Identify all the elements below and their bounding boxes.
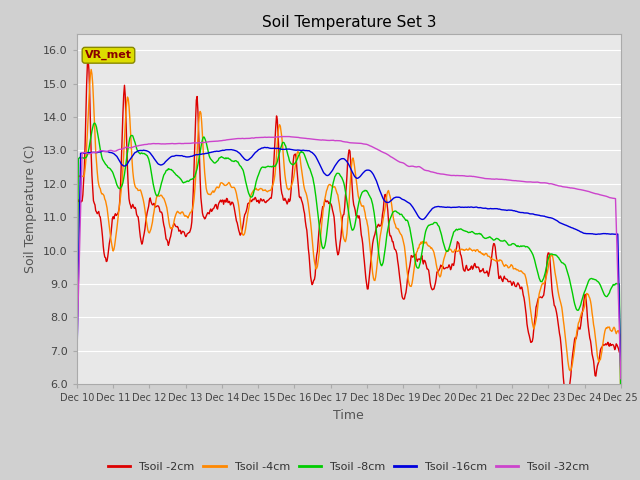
Y-axis label: Soil Temperature (C): Soil Temperature (C) [24, 144, 38, 273]
Text: VR_met: VR_met [85, 50, 132, 60]
X-axis label: Time: Time [333, 408, 364, 421]
Title: Soil Temperature Set 3: Soil Temperature Set 3 [262, 15, 436, 30]
Legend: Tsoil -2cm, Tsoil -4cm, Tsoil -8cm, Tsoil -16cm, Tsoil -32cm: Tsoil -2cm, Tsoil -4cm, Tsoil -8cm, Tsoi… [104, 457, 594, 477]
